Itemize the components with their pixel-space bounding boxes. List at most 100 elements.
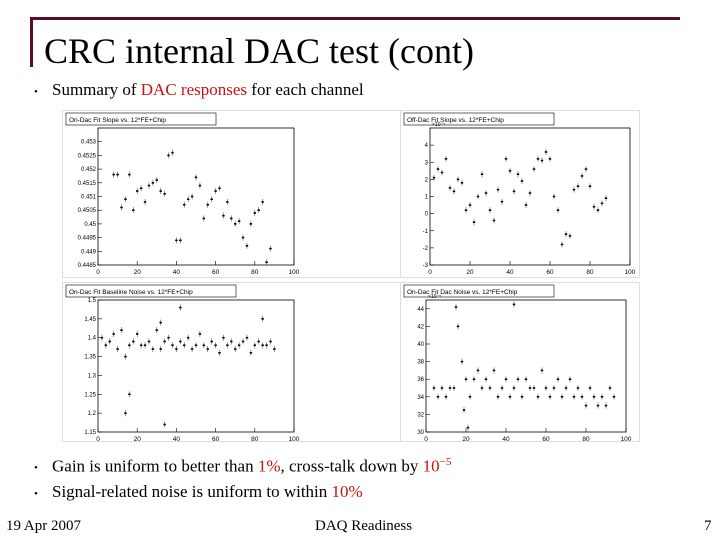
data-point	[440, 171, 444, 174]
data-point	[464, 209, 468, 211]
chart-frame	[425, 299, 627, 433]
data-point	[512, 190, 516, 193]
y-tick-label: 0.4495	[78, 236, 97, 242]
y-tick-label: 4	[425, 143, 429, 149]
data-point	[480, 173, 484, 176]
data-point	[600, 396, 604, 398]
data-point	[155, 179, 158, 181]
data-point	[159, 321, 162, 324]
data-point	[261, 201, 264, 203]
y-tick-label: 38	[417, 360, 424, 366]
data-point	[462, 409, 466, 411]
data-point	[269, 340, 272, 343]
chart-dac-noise: On-Dac Fit Dac Noise vs. 12*FE+Chip×10⁻⁵…	[400, 282, 640, 443]
data-point	[179, 306, 182, 309]
data-point	[436, 396, 440, 398]
y-tick-label: 1.5	[88, 298, 97, 304]
data-point	[532, 387, 536, 389]
data-point	[186, 336, 190, 339]
bullet-gain-mid: , cross-talk down by	[280, 456, 423, 476]
data-point	[528, 387, 532, 389]
x-tick-label: 80	[251, 436, 259, 442]
data-point	[596, 209, 600, 211]
y-tick-label: 30	[417, 430, 424, 436]
data-point	[520, 396, 524, 398]
x-tick-label: 0	[424, 436, 428, 442]
data-point	[556, 209, 560, 211]
data-point	[179, 239, 182, 242]
x-tick-label: 80	[251, 269, 259, 276]
x-tick-label: 60	[212, 436, 220, 442]
data-point	[136, 333, 139, 335]
x-tick-label: 20	[462, 436, 470, 442]
footer-page-number: 7	[704, 518, 712, 534]
data-point	[454, 306, 458, 308]
data-point	[448, 187, 452, 189]
data-point	[512, 303, 516, 306]
title-frame-top-rule	[30, 17, 680, 20]
x-tick-label: 0	[96, 436, 100, 442]
data-point	[269, 247, 272, 250]
data-point	[520, 180, 524, 182]
data-point	[560, 243, 564, 246]
data-point	[214, 190, 217, 192]
y-tick-label: 2	[425, 177, 429, 183]
data-point	[143, 201, 147, 203]
data-point	[206, 203, 209, 206]
data-point	[496, 396, 500, 398]
y-tick-label: 1.25	[84, 392, 96, 398]
y-tick-label: 1.45	[84, 317, 96, 323]
x-tick-label: 100	[289, 269, 300, 276]
x-tick-label: 20	[134, 269, 142, 276]
data-point	[432, 176, 436, 179]
data-point	[588, 387, 592, 389]
data-point	[516, 173, 520, 176]
data-point	[584, 404, 588, 407]
data-point	[480, 387, 484, 389]
data-point	[226, 344, 229, 347]
data-point	[112, 333, 115, 335]
data-point	[202, 217, 206, 220]
chart-background	[62, 110, 402, 278]
data-point	[139, 187, 143, 190]
data-point	[100, 336, 104, 339]
intro-bullet-post: for each channel	[247, 80, 364, 99]
data-point	[588, 185, 592, 188]
data-point	[484, 192, 488, 194]
y-tick-label: 3	[425, 160, 429, 166]
bullet-noise-pre: Signal-related noise is uniform to withi…	[52, 482, 332, 501]
data-point	[143, 344, 147, 347]
data-point	[468, 396, 472, 398]
bullet-gain: Gain is uniform to better than 1%, cross…	[52, 456, 451, 477]
y-tick-label: 40	[417, 342, 424, 348]
data-point	[128, 344, 131, 347]
data-point	[163, 423, 166, 426]
data-point	[179, 340, 182, 343]
x-tick-label: 60	[542, 436, 550, 442]
chart-title: On-Dac Fit Slope vs. 12*FE+Chip	[69, 117, 166, 124]
bullet-noise: Signal-related noise is uniform to withi…	[52, 482, 363, 502]
data-point	[468, 204, 472, 206]
data-point	[136, 190, 139, 192]
data-point	[476, 195, 480, 198]
data-point	[564, 233, 568, 235]
data-point	[576, 185, 580, 188]
data-point	[104, 344, 108, 347]
data-point	[206, 348, 209, 350]
data-point	[128, 173, 131, 176]
title-frame-left-rule	[30, 17, 33, 67]
chart-title: On-Dac Fit Dac Noise vs. 12*FE+Chip	[407, 289, 518, 296]
data-point	[202, 344, 206, 347]
data-point	[492, 369, 496, 372]
y-tick-label: 0.45	[84, 222, 96, 228]
data-point	[592, 396, 596, 398]
data-point	[116, 348, 119, 350]
y-tick-label: -1	[423, 229, 429, 235]
data-point	[612, 396, 616, 398]
data-point	[544, 387, 548, 389]
data-point	[167, 154, 170, 157]
chart-on-dac-slope: On-Dac Fit Slope vs. 12*FE+Chip 0 20 40 60 80…	[62, 110, 402, 278]
data-point	[261, 318, 264, 320]
data-point	[540, 369, 544, 372]
data-point	[237, 344, 241, 347]
